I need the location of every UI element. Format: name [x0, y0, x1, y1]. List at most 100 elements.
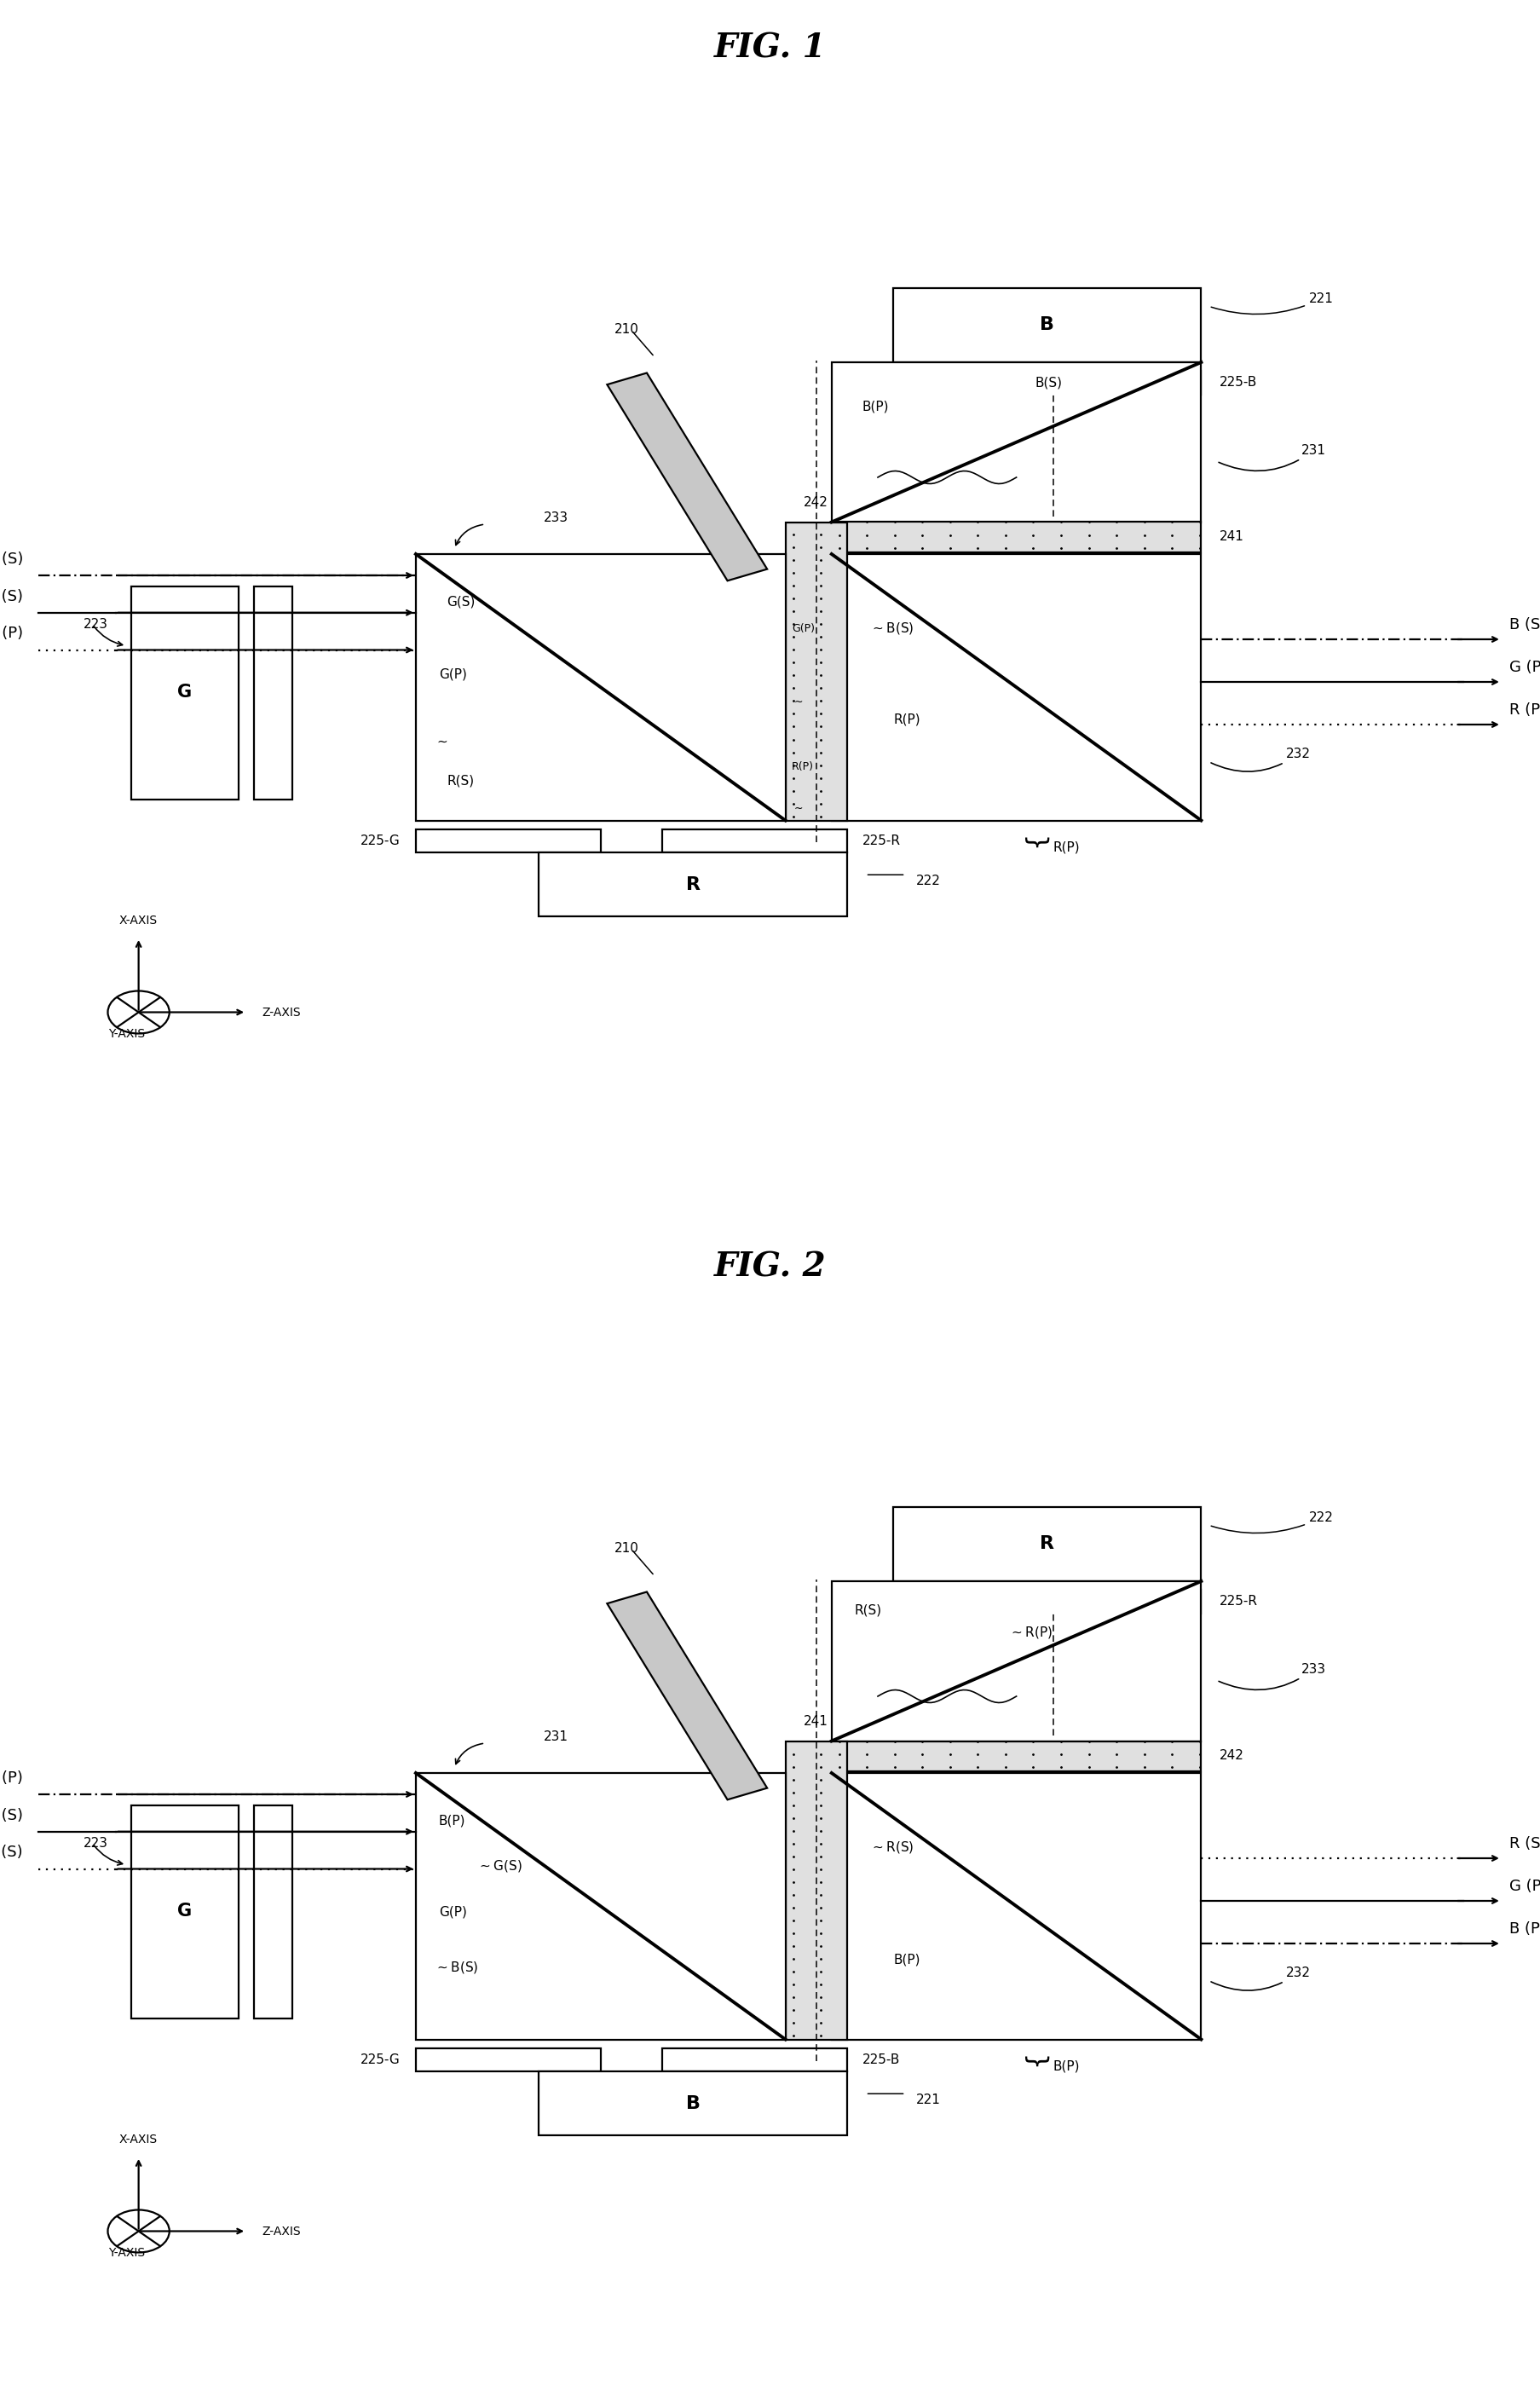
FancyBboxPatch shape: [416, 2049, 601, 2071]
Text: 242: 242: [804, 497, 829, 509]
Text: G(P): G(P): [439, 667, 467, 681]
FancyBboxPatch shape: [662, 2049, 847, 2071]
Text: G(P): G(P): [439, 1906, 467, 1918]
FancyBboxPatch shape: [416, 1774, 785, 2040]
FancyBboxPatch shape: [131, 1805, 239, 2018]
FancyBboxPatch shape: [131, 586, 239, 799]
FancyBboxPatch shape: [832, 363, 1201, 521]
Text: 225-G: 225-G: [360, 834, 400, 846]
FancyBboxPatch shape: [832, 1580, 1201, 1741]
FancyBboxPatch shape: [785, 521, 847, 820]
Text: {: {: [1023, 832, 1047, 849]
FancyBboxPatch shape: [832, 1774, 1201, 2040]
Text: 221: 221: [1210, 292, 1334, 313]
Text: Z-AXIS: Z-AXIS: [262, 2226, 300, 2238]
Text: 232: 232: [1210, 1965, 1311, 1989]
Text: 233: 233: [1218, 1662, 1326, 1690]
Text: G (S): G (S): [0, 1808, 23, 1822]
FancyBboxPatch shape: [893, 371, 1201, 395]
Text: 231: 231: [544, 1731, 568, 1743]
Text: 241: 241: [804, 1714, 829, 1729]
Text: 242: 242: [1220, 1750, 1244, 1762]
Text: $\sim$R(S): $\sim$R(S): [870, 1841, 915, 1855]
Text: B (S): B (S): [1509, 617, 1540, 634]
Text: R(P): R(P): [1053, 842, 1081, 854]
FancyBboxPatch shape: [832, 555, 1201, 820]
Text: 225-G: 225-G: [360, 2054, 400, 2066]
Text: $\sim$B(S): $\sim$B(S): [870, 622, 913, 636]
FancyBboxPatch shape: [893, 1590, 1201, 1614]
Text: B: B: [685, 2095, 701, 2111]
FancyBboxPatch shape: [539, 854, 847, 916]
Text: 241: 241: [1220, 531, 1244, 543]
Text: G (P): G (P): [1509, 660, 1540, 677]
FancyBboxPatch shape: [254, 586, 293, 799]
Text: B (P): B (P): [0, 1769, 23, 1786]
Text: G(S): G(S): [447, 595, 474, 607]
Text: 223: 223: [83, 1836, 108, 1851]
Text: 225-B: 225-B: [862, 2054, 901, 2066]
Text: 223: 223: [83, 617, 108, 631]
Text: G (P): G (P): [1509, 1879, 1540, 1894]
Text: R(S): R(S): [855, 1604, 882, 1616]
Text: R (P): R (P): [1509, 703, 1540, 717]
Text: B(P): B(P): [893, 1953, 919, 1965]
Text: 210: 210: [614, 1542, 639, 1554]
FancyBboxPatch shape: [785, 1741, 847, 2040]
Text: 225-B: 225-B: [1220, 375, 1258, 390]
Text: 225-R: 225-R: [862, 834, 901, 846]
Text: B(S): B(S): [1035, 378, 1063, 390]
Text: FIG. 1: FIG. 1: [715, 31, 825, 65]
Text: X-AXIS: X-AXIS: [120, 916, 157, 928]
Text: 210: 210: [614, 323, 639, 335]
Text: R(P): R(P): [893, 713, 921, 724]
Text: $\sim$G(S): $\sim$G(S): [477, 1858, 522, 1875]
Text: X-AXIS: X-AXIS: [120, 2135, 157, 2147]
Text: B: B: [1040, 316, 1055, 332]
Text: R (P): R (P): [0, 626, 23, 641]
Text: G: G: [177, 1903, 192, 1920]
FancyBboxPatch shape: [539, 2071, 847, 2135]
FancyBboxPatch shape: [662, 830, 847, 854]
FancyBboxPatch shape: [832, 1741, 1201, 1772]
Text: B (P): B (P): [1509, 1922, 1540, 1937]
FancyBboxPatch shape: [416, 555, 785, 820]
Text: B(P): B(P): [862, 402, 889, 414]
FancyBboxPatch shape: [416, 830, 601, 854]
Text: 222: 222: [1210, 1511, 1334, 1533]
FancyBboxPatch shape: [832, 521, 1201, 552]
Text: $\sim$: $\sim$: [792, 696, 804, 705]
Text: $\sim$: $\sim$: [792, 801, 804, 813]
Text: R: R: [685, 875, 701, 892]
Text: 232: 232: [1210, 748, 1311, 772]
Text: 222: 222: [916, 875, 941, 887]
Text: R (S): R (S): [1509, 1836, 1540, 1853]
FancyBboxPatch shape: [893, 1506, 1201, 1580]
Text: R: R: [1040, 1535, 1055, 1552]
Text: G: G: [177, 684, 192, 701]
Polygon shape: [607, 1592, 767, 1800]
Text: 225-R: 225-R: [1220, 1595, 1258, 1607]
Text: FIG. 2: FIG. 2: [715, 1250, 825, 1284]
Text: $\sim$: $\sim$: [434, 734, 448, 746]
Polygon shape: [607, 373, 767, 581]
Text: R(P): R(P): [792, 763, 813, 772]
Text: R (S): R (S): [0, 1846, 23, 1860]
Text: {: {: [1023, 2049, 1047, 2066]
Text: Y-AXIS: Y-AXIS: [108, 1028, 145, 1040]
Text: R(S): R(S): [447, 775, 474, 787]
Text: Z-AXIS: Z-AXIS: [262, 1007, 300, 1019]
Text: $\sim$R(P): $\sim$R(P): [1009, 1626, 1052, 1640]
Text: B(P): B(P): [1053, 2059, 1080, 2073]
Text: Y-AXIS: Y-AXIS: [108, 2248, 145, 2259]
Text: B(P): B(P): [439, 1815, 465, 1827]
FancyBboxPatch shape: [254, 1805, 293, 2018]
Text: B (S): B (S): [0, 552, 23, 567]
Text: $\sim$B(S): $\sim$B(S): [434, 1961, 477, 1975]
Text: 231: 231: [1218, 445, 1326, 471]
FancyBboxPatch shape: [893, 287, 1201, 363]
Text: 233: 233: [544, 512, 568, 524]
Text: G (S): G (S): [0, 588, 23, 605]
Text: 221: 221: [916, 2095, 941, 2106]
Text: G(P): G(P): [792, 624, 815, 634]
